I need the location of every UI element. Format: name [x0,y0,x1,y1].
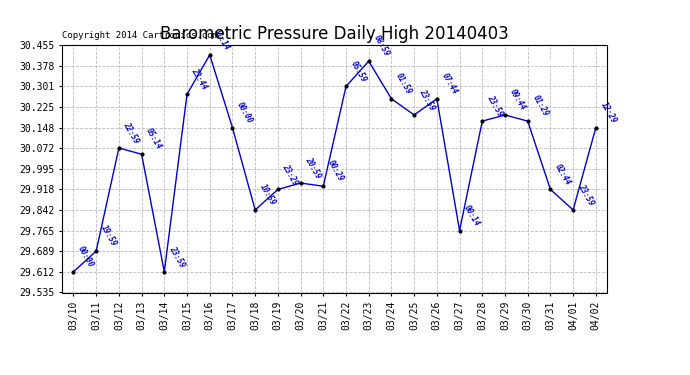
Title: Barometric Pressure Daily High 20140403: Barometric Pressure Daily High 20140403 [160,26,509,44]
Text: 01:29: 01:29 [531,94,550,118]
Text: 19:59: 19:59 [99,224,118,248]
Text: 05:14: 05:14 [144,127,164,152]
Text: 23:59: 23:59 [485,94,504,118]
Text: 22:59: 22:59 [121,121,141,145]
Text: 00:00: 00:00 [235,100,255,125]
Text: 23:59: 23:59 [576,183,595,207]
Text: 09:44: 09:44 [508,88,527,112]
Text: 02:44: 02:44 [553,162,573,187]
Text: 00:00: 00:00 [76,244,96,269]
Text: 00:29: 00:29 [326,159,346,183]
Text: 12:29: 12:29 [599,100,618,125]
Text: 11:14: 11:14 [213,28,232,52]
Text: 05:59: 05:59 [348,59,368,84]
Text: 20:59: 20:59 [304,156,323,180]
Text: 08:59: 08:59 [371,34,391,58]
Text: Copyright 2014 Cartronics.com: Copyright 2014 Cartronics.com [62,31,218,40]
Text: 23:59: 23:59 [417,88,436,112]
Text: 01:59: 01:59 [394,72,413,96]
Text: 23:59: 23:59 [167,244,186,269]
Text: 07:44: 07:44 [440,72,459,96]
Text: 23:29: 23:29 [281,162,300,187]
Text: 23:44: 23:44 [190,67,209,92]
Text: 00:14: 00:14 [462,203,482,228]
Text: 10:59: 10:59 [258,183,277,207]
